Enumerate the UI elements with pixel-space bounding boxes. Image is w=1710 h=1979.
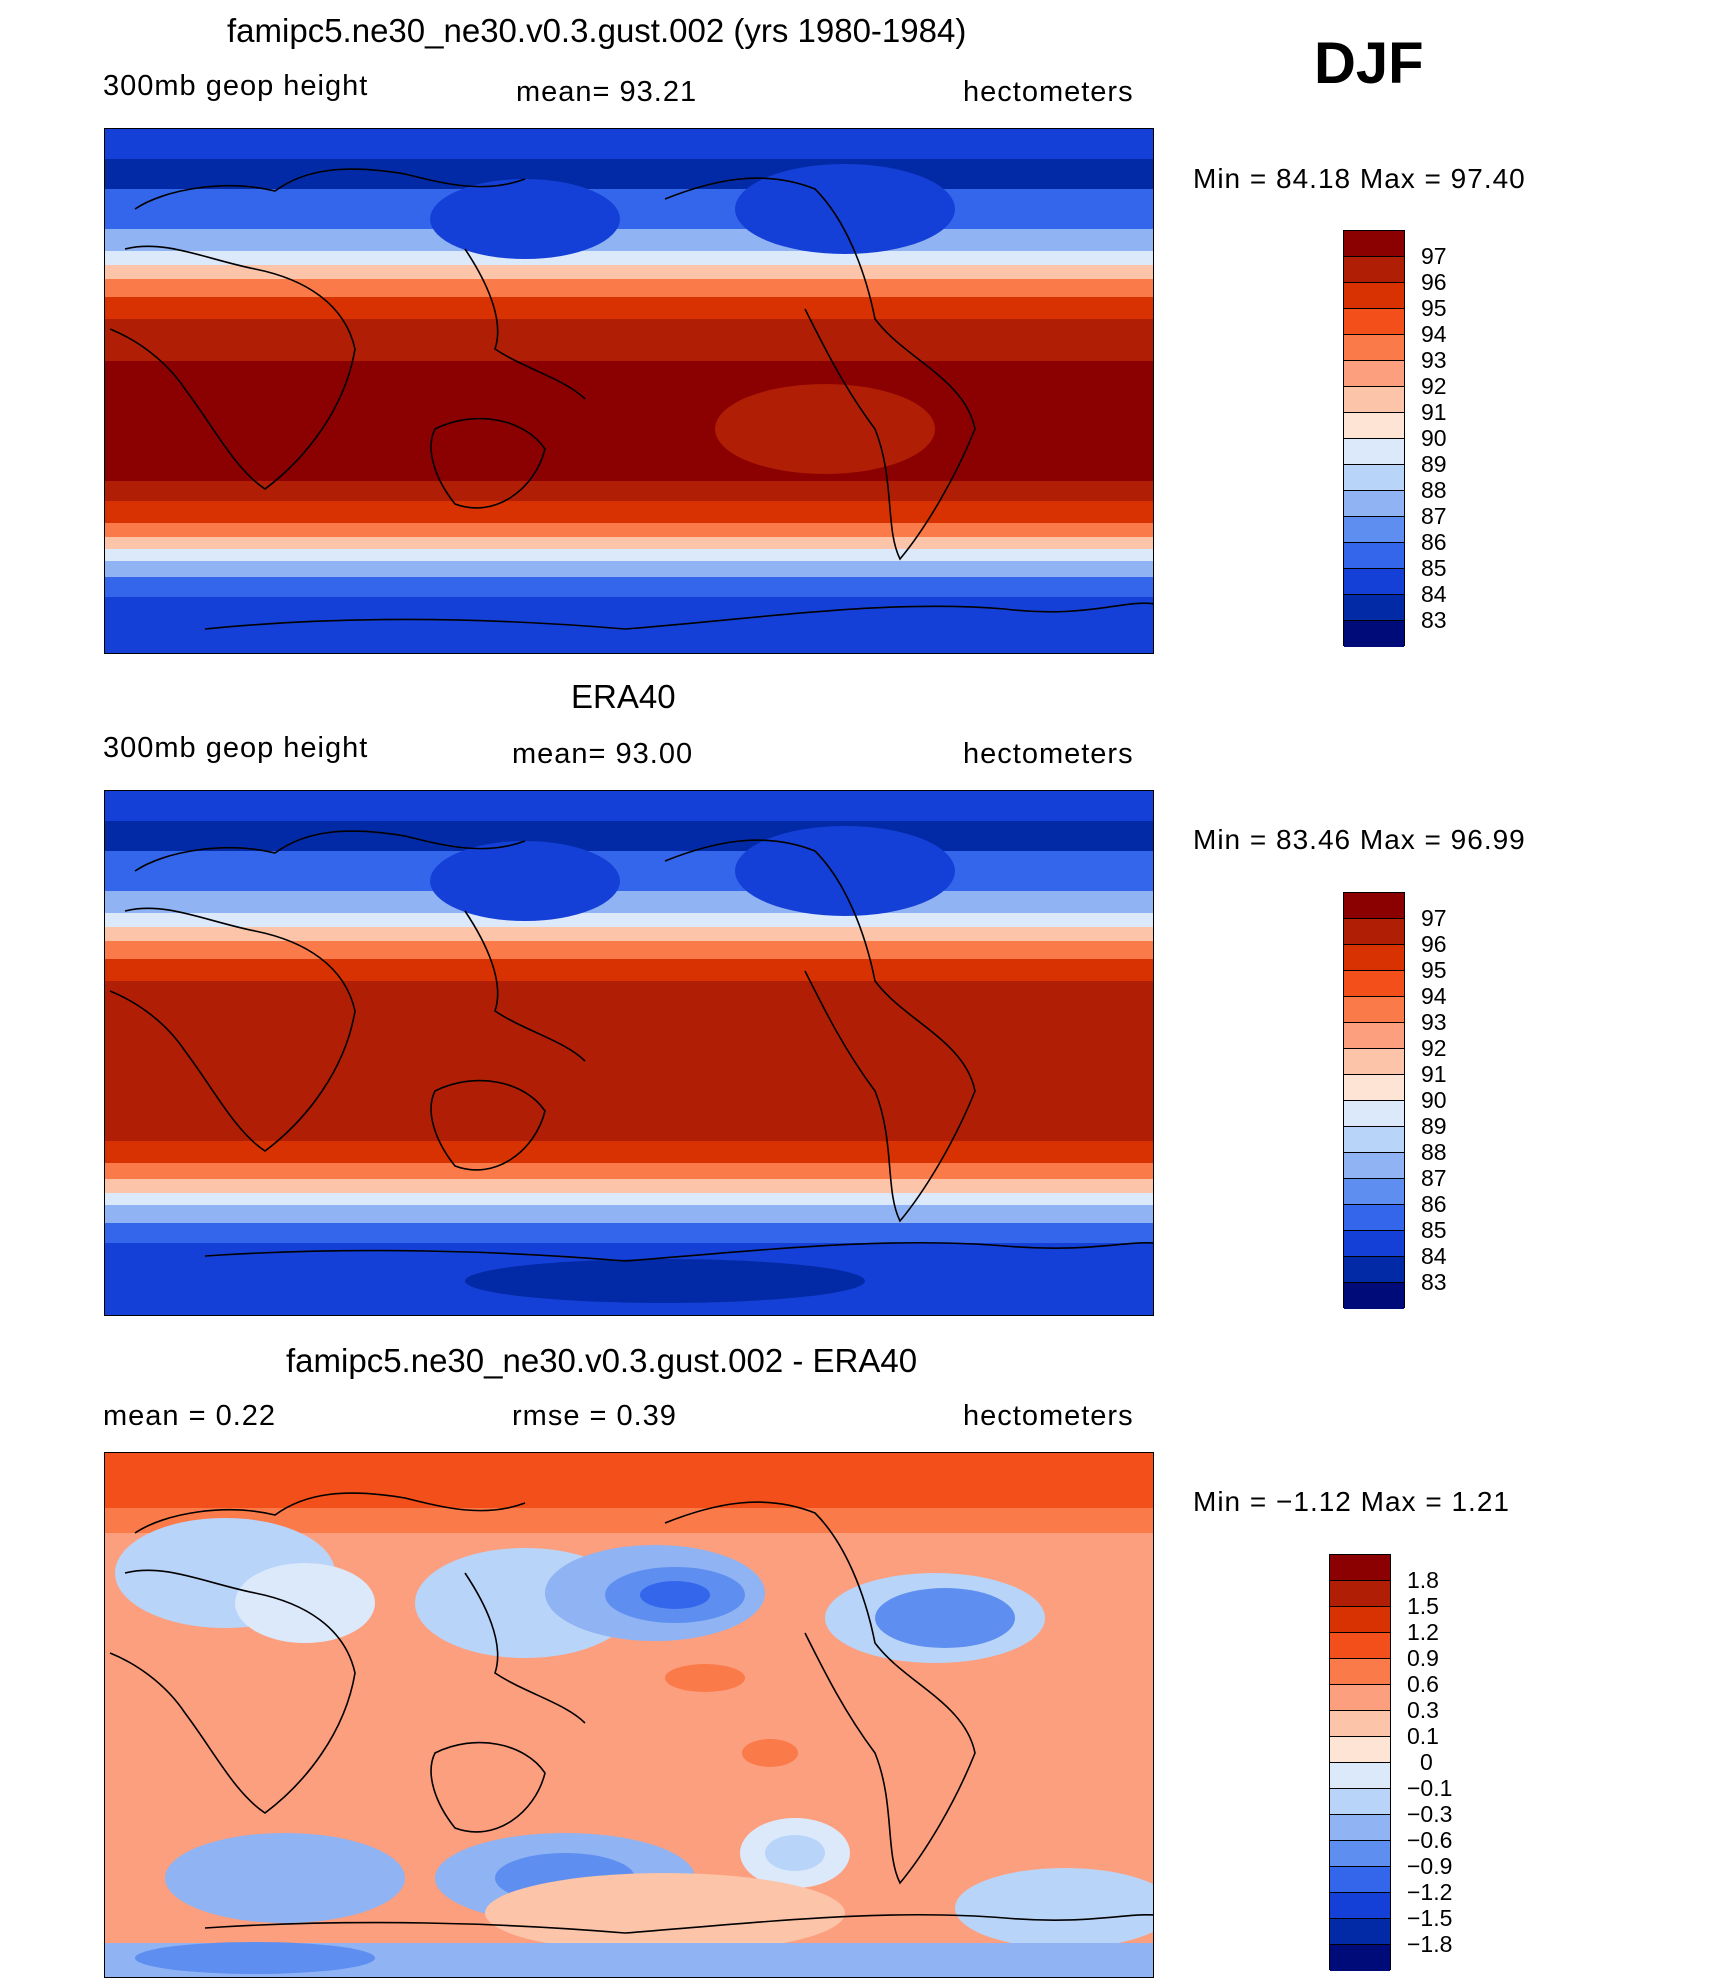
- panel-3-tick-label: −1.2: [1407, 1879, 1453, 1905]
- panel-1-right-label: hectometers: [963, 76, 1134, 108]
- panel-2-field: [105, 791, 1153, 1315]
- panel-1-map: [104, 128, 1154, 654]
- panel-1-title: famipc5.ne30_ne30.v0.3.gust.002 (yrs 198…: [227, 12, 967, 49]
- panel-1-tick-label: 88: [1421, 477, 1447, 503]
- panel-3-tick-label: −1.8: [1407, 1931, 1453, 1957]
- panel-2-left-label: 300mb geop height: [103, 732, 369, 764]
- panel-3-tick-label: −0.3: [1407, 1801, 1453, 1827]
- panel-2-tick-label: 96: [1421, 931, 1447, 957]
- panel-1-tick-label: 83: [1421, 607, 1447, 633]
- panel-1-tick-label: 86: [1421, 529, 1447, 555]
- panel-1-field: [105, 129, 1153, 653]
- panel-2-tick-label: 90: [1421, 1087, 1447, 1113]
- panel-1-colorbar: [1343, 230, 1405, 647]
- panel-3-map: [104, 1452, 1154, 1978]
- panel-1-tick-label: 97: [1421, 243, 1447, 269]
- panel-3-left-label: mean = 0.22: [103, 1400, 277, 1432]
- panel-3-tick-label: −0.9: [1407, 1853, 1453, 1879]
- panel-1-left-label: 300mb geop height: [103, 70, 369, 102]
- panel-3-tick-label: −1.5: [1407, 1905, 1453, 1931]
- panel-3-minmax: Min = −1.12 Max = 1.21: [1193, 1486, 1510, 1517]
- panel-2-tick-label: 88: [1421, 1139, 1447, 1165]
- panel-2-colorbar: [1343, 892, 1405, 1309]
- panel-2-map: [104, 790, 1154, 1316]
- panel-2-tick-label: 85: [1421, 1217, 1447, 1243]
- panel-3-tick-label: 1.2: [1407, 1619, 1439, 1645]
- panel-3-tick-label: 0.1: [1407, 1723, 1439, 1749]
- panel-3-tick-label: 0.6: [1407, 1671, 1439, 1697]
- panel-2-tick-label: 92: [1421, 1035, 1447, 1061]
- panel-1-tick-label: 87: [1421, 503, 1447, 529]
- panel-1-tick-label: 91: [1421, 399, 1447, 425]
- panel-2-tick-label: 97: [1421, 905, 1447, 931]
- panel-3-tick-label: −0.1: [1407, 1775, 1453, 1801]
- panel-1-tick-label: 93: [1421, 347, 1447, 373]
- panel-1-tick-label: 95: [1421, 295, 1447, 321]
- panel-1-center-label: mean= 93.21: [516, 76, 698, 108]
- panel-3-title: famipc5.ne30_ne30.v0.3.gust.002 - ERA40: [286, 1342, 918, 1379]
- panel-3-tick-label: 1.5: [1407, 1593, 1439, 1619]
- panel-2-tick-label: 94: [1421, 983, 1447, 1009]
- panel-2-minmax: Min = 83.46 Max = 96.99: [1193, 824, 1526, 855]
- panel-2-tick-label: 87: [1421, 1165, 1447, 1191]
- panel-3-field: [105, 1453, 1153, 1977]
- panel-1-tick-label: 85: [1421, 555, 1447, 581]
- panel-1-tick-label: 96: [1421, 269, 1447, 295]
- panel-2-title: ERA40: [571, 678, 676, 715]
- panel-3-center-label: rmse = 0.39: [512, 1400, 677, 1432]
- panel-1-tick-label: 84: [1421, 581, 1447, 607]
- panel-1-tick-label: 92: [1421, 373, 1447, 399]
- panel-2-tick-label: 89: [1421, 1113, 1447, 1139]
- panel-3-tick-label: 0.9: [1407, 1645, 1439, 1671]
- panel-1-tick-label: 94: [1421, 321, 1447, 347]
- season-label: DJF: [1314, 31, 1424, 96]
- panel-2-tick-label: 83: [1421, 1269, 1447, 1295]
- panel-1-tick-label: 90: [1421, 425, 1447, 451]
- panel-2-center-label: mean= 93.00: [512, 738, 694, 770]
- panel-2-tick-label: 93: [1421, 1009, 1447, 1035]
- panel-2-tick-label: 86: [1421, 1191, 1447, 1217]
- panel-3-tick-label: −0.6: [1407, 1827, 1453, 1853]
- panel-1-minmax: Min = 84.18 Max = 97.40: [1193, 163, 1526, 194]
- panel-3-right-label: hectometers: [963, 1400, 1134, 1432]
- panel-3-colorbar: [1329, 1554, 1391, 1971]
- panel-2-right-label: hectometers: [963, 738, 1134, 770]
- panel-3-tick-label: 0.3: [1407, 1697, 1439, 1723]
- panel-2-tick-label: 91: [1421, 1061, 1447, 1087]
- panel-2-tick-label: 84: [1421, 1243, 1447, 1269]
- panel-2-tick-label: 95: [1421, 957, 1447, 983]
- panel-3-tick-label: 0: [1420, 1749, 1433, 1775]
- panel-3-tick-label: 1.8: [1407, 1567, 1439, 1593]
- panel-1-tick-label: 89: [1421, 451, 1447, 477]
